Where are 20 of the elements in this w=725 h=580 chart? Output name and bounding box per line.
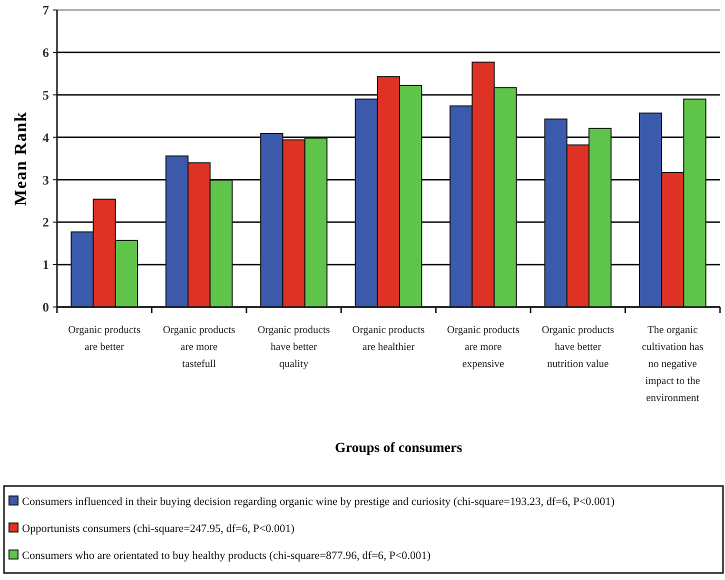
x-tick-label: Organic products are better bbox=[68, 325, 141, 353]
x-tick-label: Organic products are more tastefull bbox=[162, 325, 236, 370]
y-axis-title: Mean Rank bbox=[11, 111, 30, 206]
x-tick-label: The organic cultivation has no negative impact to the environment bbox=[642, 325, 704, 404]
y-tick-label: 0 bbox=[42, 300, 49, 315]
y-tick-label: 6 bbox=[42, 44, 50, 60]
legend-label: Consumers who are orientated to buy healthy products (chi-square=877.96, df=6, P<0.001) bbox=[22, 550, 431, 562]
legend-label: Consumers influenced in their buying decision regarding organic wine by prestige and curiosity (chi-square=193.23, df=6, P<0.001) bbox=[22, 496, 615, 508]
x-tick-label: Organic products are healthier bbox=[352, 325, 425, 353]
x-tick-label: Organic products have better nutrition value bbox=[542, 325, 614, 370]
y-tick-label: 3 bbox=[42, 172, 50, 188]
y-tick-label: 5 bbox=[42, 87, 50, 102]
x-axis-title: Groups of consumers bbox=[334, 441, 463, 456]
y-tick-label: 1 bbox=[42, 257, 49, 272]
x-tick-label: Organic products have better quality bbox=[258, 325, 330, 370]
legend-label: Opportunists consumers (chi-square=247.95, df=6, P<0.001) bbox=[22, 523, 295, 535]
y-tick-label: 4 bbox=[42, 130, 50, 145]
y-tick-label: 2 bbox=[42, 214, 49, 230]
x-tick-label: Organic products are more expensive bbox=[447, 325, 520, 370]
y-tick-label: 7 bbox=[42, 2, 50, 18]
